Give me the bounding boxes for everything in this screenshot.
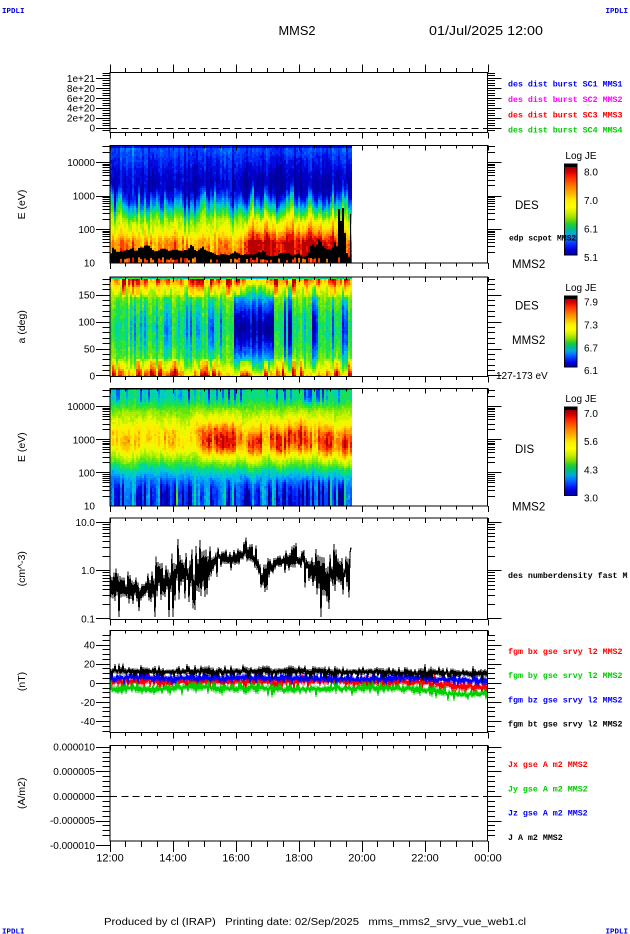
svg-text:22:00: 22:00 bbox=[411, 853, 439, 865]
svg-text:10.0: 10.0 bbox=[76, 518, 96, 529]
svg-text:MMS2: MMS2 bbox=[279, 23, 316, 38]
svg-text:Log JE: Log JE bbox=[565, 394, 596, 405]
svg-text:edp scpot MMS2: edp scpot MMS2 bbox=[509, 235, 576, 244]
svg-text:18:00: 18:00 bbox=[285, 853, 313, 865]
svg-text:IPDLI: IPDLI bbox=[2, 8, 25, 16]
svg-text:10: 10 bbox=[84, 502, 96, 513]
svg-text:14:00: 14:00 bbox=[159, 853, 187, 865]
svg-text:0.1: 0.1 bbox=[81, 614, 95, 625]
svg-text:Jz gse A m2 MMS2: Jz gse A m2 MMS2 bbox=[508, 810, 588, 819]
svg-text:6.1: 6.1 bbox=[584, 366, 598, 377]
svg-text:DES: DES bbox=[515, 301, 539, 313]
svg-text:IPDLI: IPDLI bbox=[2, 929, 25, 934]
svg-text:0: 0 bbox=[89, 679, 95, 690]
svg-text:fgm bz gse srvy l2 MMS2: fgm bz gse srvy l2 MMS2 bbox=[508, 695, 623, 705]
svg-text:100: 100 bbox=[78, 318, 95, 329]
svg-text:1.0: 1.0 bbox=[81, 566, 95, 577]
svg-text:0: 0 bbox=[89, 371, 95, 382]
svg-text:6.7: 6.7 bbox=[584, 343, 598, 354]
svg-text:Produced by cl (IRAP) Printi: Produced by cl (IRAP) Printing date: 02/… bbox=[104, 917, 526, 928]
svg-text:E (eV): E (eV) bbox=[16, 190, 28, 220]
svg-text:7.0: 7.0 bbox=[584, 196, 598, 207]
svg-text:-40: -40 bbox=[81, 717, 96, 728]
svg-text:a (deg): a (deg) bbox=[16, 310, 28, 343]
svg-text:IPDLI: IPDLI bbox=[605, 8, 628, 16]
svg-text:10: 10 bbox=[84, 258, 96, 269]
svg-text:3.0: 3.0 bbox=[584, 494, 598, 505]
svg-text:01/Jul/2025 12:00: 01/Jul/2025 12:00 bbox=[429, 23, 543, 38]
svg-text:100: 100 bbox=[78, 225, 95, 236]
svg-text:IPDLI: IPDLI bbox=[605, 929, 628, 934]
svg-text:0: 0 bbox=[89, 124, 95, 135]
svg-text:-0.000010: -0.000010 bbox=[50, 841, 95, 852]
svg-text:4e+20: 4e+20 bbox=[67, 104, 96, 115]
svg-text:10000: 10000 bbox=[67, 158, 95, 169]
svg-text:Jy gse A m2 MMS2: Jy gse A m2 MMS2 bbox=[508, 785, 588, 794]
svg-text:8.0: 8.0 bbox=[584, 168, 598, 179]
svg-text:50: 50 bbox=[84, 345, 96, 356]
svg-text:1000: 1000 bbox=[73, 435, 96, 446]
svg-text:0.000010: 0.000010 bbox=[53, 743, 95, 754]
svg-text:E (eV): E (eV) bbox=[16, 432, 28, 462]
svg-text:des dist burst SC3 MMS3: des dist burst SC3 MMS3 bbox=[508, 110, 623, 120]
svg-text:MMS2: MMS2 bbox=[512, 502, 545, 514]
svg-text:1e+21: 1e+21 bbox=[67, 74, 96, 85]
svg-text:7.3: 7.3 bbox=[584, 320, 598, 331]
svg-text:fgm bt gse srvy l2 MMS2: fgm bt gse srvy l2 MMS2 bbox=[508, 720, 623, 730]
svg-text:des dist burst SC1 MMS1: des dist burst SC1 MMS1 bbox=[508, 80, 623, 90]
svg-text:des numberdensity fast M: des numberdensity fast M bbox=[508, 571, 628, 581]
svg-text:6e+20: 6e+20 bbox=[67, 94, 96, 105]
svg-text:00:00: 00:00 bbox=[474, 853, 502, 865]
svg-text:5.1: 5.1 bbox=[584, 253, 598, 264]
svg-text:(A/m2): (A/m2) bbox=[16, 778, 28, 810]
svg-text:0.000000: 0.000000 bbox=[53, 792, 95, 803]
svg-text:40: 40 bbox=[84, 641, 96, 652]
svg-text:127-173 eV: 127-173 eV bbox=[496, 371, 548, 382]
svg-text:100: 100 bbox=[78, 468, 95, 479]
svg-text:2e+20: 2e+20 bbox=[67, 114, 96, 125]
svg-text:20: 20 bbox=[84, 660, 96, 671]
svg-text:150: 150 bbox=[78, 291, 95, 302]
svg-text:(cm^-3): (cm^-3) bbox=[16, 551, 28, 586]
svg-text:12:00: 12:00 bbox=[96, 853, 124, 865]
svg-text:J A m2 MMS2: J A m2 MMS2 bbox=[508, 834, 563, 843]
svg-text:7.9: 7.9 bbox=[584, 298, 598, 309]
svg-text:8e+20: 8e+20 bbox=[67, 84, 96, 95]
svg-text:20:00: 20:00 bbox=[348, 853, 376, 865]
svg-text:16:00: 16:00 bbox=[222, 853, 250, 865]
svg-text:fgm bx gse srvy l2 MMS2: fgm bx gse srvy l2 MMS2 bbox=[508, 647, 623, 657]
svg-text:fgm by gse srvy l2 MMS2: fgm by gse srvy l2 MMS2 bbox=[508, 671, 623, 681]
svg-text:Jx gse A m2 MMS2: Jx gse A m2 MMS2 bbox=[508, 761, 588, 770]
svg-text:5.6: 5.6 bbox=[584, 437, 598, 448]
svg-text:des dist burst SC2 MMS2: des dist burst SC2 MMS2 bbox=[508, 95, 623, 105]
svg-text:6.1: 6.1 bbox=[584, 225, 598, 236]
svg-text:1000: 1000 bbox=[73, 192, 96, 203]
svg-text:10000: 10000 bbox=[67, 402, 95, 413]
svg-text:4.3: 4.3 bbox=[584, 465, 598, 476]
svg-text:-20: -20 bbox=[81, 698, 96, 709]
svg-text:(nT): (nT) bbox=[16, 672, 28, 691]
svg-text:-0.000005: -0.000005 bbox=[50, 816, 95, 827]
svg-text:7.0: 7.0 bbox=[584, 409, 598, 420]
svg-text:MMS2: MMS2 bbox=[512, 335, 545, 347]
svg-text:Log JE: Log JE bbox=[565, 283, 596, 294]
svg-text:0.000005: 0.000005 bbox=[53, 767, 95, 778]
svg-text:Log JE: Log JE bbox=[565, 151, 596, 162]
svg-text:MMS2: MMS2 bbox=[512, 259, 545, 271]
svg-text:DES: DES bbox=[515, 200, 539, 212]
svg-text:des dist burst SC4 MMS4: des dist burst SC4 MMS4 bbox=[508, 126, 623, 136]
svg-text:DIS: DIS bbox=[515, 444, 535, 456]
